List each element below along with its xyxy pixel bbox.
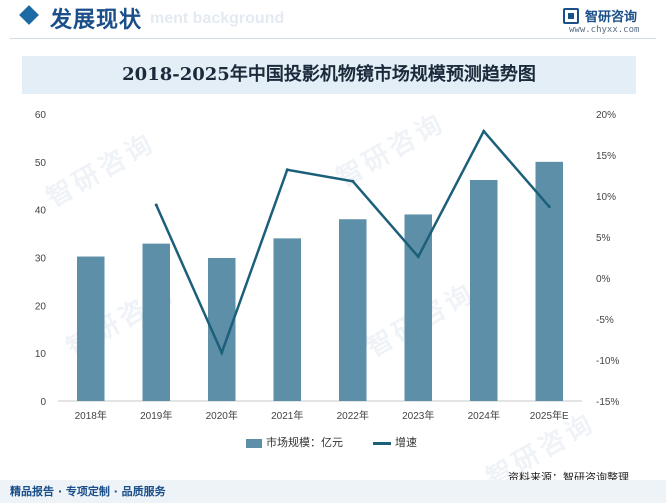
bar [142, 243, 171, 401]
y-left-tick-label: 30 [35, 254, 47, 265]
y-left-tick-label: 60 [35, 110, 47, 121]
x-tick-label: 2020年 [206, 409, 238, 422]
y-right-tick-label: -10% [596, 356, 619, 367]
x-tick-label: 2024年 [468, 409, 500, 422]
growth-point [351, 179, 355, 183]
y-right-tick-label: 15% [596, 151, 616, 162]
x-tick-label: 2018年 [75, 409, 107, 422]
y-left-tick-label: 0 [40, 397, 46, 408]
y-right-tick-label: -5% [596, 315, 614, 326]
growth-point [154, 203, 158, 207]
growth-point [416, 255, 420, 259]
footer-band: 精品报告 · 专项定制 · 品质服务 [0, 480, 666, 503]
x-tick-label: 2023年 [402, 409, 434, 422]
y-right-tick-label: 0% [596, 274, 611, 285]
legend-swatch-bar [246, 438, 262, 448]
bar [273, 238, 302, 401]
y-left-tick-label: 40 [35, 206, 47, 217]
legend: 市场规模：亿元 增速 [0, 434, 666, 454]
brand-logo: 智研咨询 www.chyxx.com [563, 6, 663, 36]
logo-name: 智研咨询 [585, 10, 638, 25]
diamond-icon [19, 5, 39, 25]
y-left-tick-label: 20 [35, 301, 47, 312]
footer-text: 精品报告 · 专项定制 · 品质服务 [10, 485, 166, 498]
y-right-tick-label: -15% [596, 397, 619, 408]
legend-item-line: 增速 [373, 434, 417, 450]
y-left-tick-label: 10 [35, 349, 47, 360]
header-divider [10, 38, 656, 39]
y-right-tick-label: 10% [596, 192, 616, 203]
growth-point [482, 129, 486, 133]
x-tick-label: 2022年 [337, 409, 369, 422]
header: ment background 发展现状 智研咨询 www.chyxx.com [0, 0, 666, 40]
x-tick-label: 2025年E [530, 409, 569, 422]
bar [76, 256, 105, 401]
legend-label-bar: 市场规模：亿元 [266, 436, 343, 449]
chart-title-band: 2018-2025年中国投影机物镜市场规模预测趋势图 [22, 56, 636, 94]
section-title: 发展现状 [50, 8, 143, 33]
y-right-tick-label: 5% [596, 233, 611, 244]
legend-item-bar: 市场规模：亿元 [246, 434, 343, 450]
y-right-tick-label: 20% [596, 110, 616, 121]
growth-point [547, 205, 551, 209]
growth-point [220, 351, 224, 355]
bar [404, 214, 433, 401]
logo-icon [563, 8, 579, 24]
chart-title: 2018-2025年中国投影机物镜市场规模预测趋势图 [122, 64, 536, 85]
legend-label-line: 增速 [395, 436, 417, 449]
logo-url: www.chyxx.com [569, 25, 640, 35]
x-tick-label: 2019年 [140, 409, 172, 422]
section-ghost-text: ment background [150, 10, 285, 27]
legend-swatch-line [373, 441, 391, 445]
bar [535, 161, 564, 401]
chart-plot: 0 10 20 30 40 50 60 -15% -10% -5% 0% 5% 10% 15% 20% 201… [35, 110, 620, 422]
growth-point [285, 168, 289, 172]
bar [469, 180, 498, 401]
y-left-tick-label: 50 [35, 158, 47, 169]
bar [338, 219, 367, 401]
x-tick-label: 2021年 [271, 409, 303, 422]
